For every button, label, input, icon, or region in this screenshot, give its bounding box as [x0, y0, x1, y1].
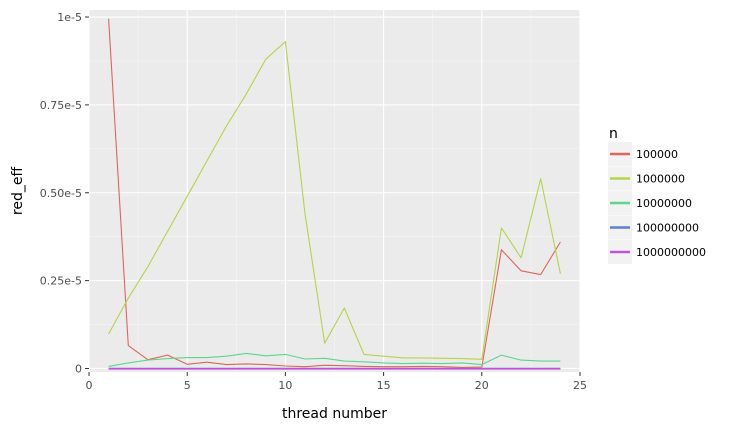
legend-label: 100000 [636, 148, 678, 161]
legend-label: 10000000 [636, 197, 692, 210]
x-tick-label: 25 [573, 379, 587, 392]
x-tick-label: 10 [278, 379, 292, 392]
legend: n 100000 1000000 10000000 100000000 10000000… [608, 126, 706, 264]
y-tick-label: 0 [75, 362, 82, 375]
series-layer [108, 18, 561, 370]
legend-label: 1000000 [636, 173, 685, 186]
x-tick-label: 20 [475, 379, 489, 392]
legend-label: 100000000 [636, 222, 699, 235]
x-axis-title: thread number [282, 406, 387, 422]
x-tick-label: 0 [86, 379, 93, 392]
x-tick-label: 15 [377, 379, 391, 392]
y-tick-label: 0.25e-5 [40, 275, 82, 288]
y-tick-label: 0.75e-5 [40, 99, 82, 112]
x-axis: 0 5 10 15 20 25 [86, 372, 587, 392]
legend-title: n [609, 126, 618, 142]
series-line-1000000 [108, 41, 561, 360]
series-line-100000 [108, 18, 561, 368]
y-tick-label: 1e-5 [57, 11, 82, 24]
y-axis-title: red_eff [10, 167, 26, 216]
x-tick-label: 5 [184, 379, 191, 392]
y-axis: 0 0.25e-5 0.50e-5 0.75e-5 1e-5 [40, 11, 89, 375]
y-tick-label: 0.50e-5 [40, 187, 82, 200]
legend-label: 1000000000 [636, 246, 706, 259]
series-line-10000000 [108, 352, 561, 367]
